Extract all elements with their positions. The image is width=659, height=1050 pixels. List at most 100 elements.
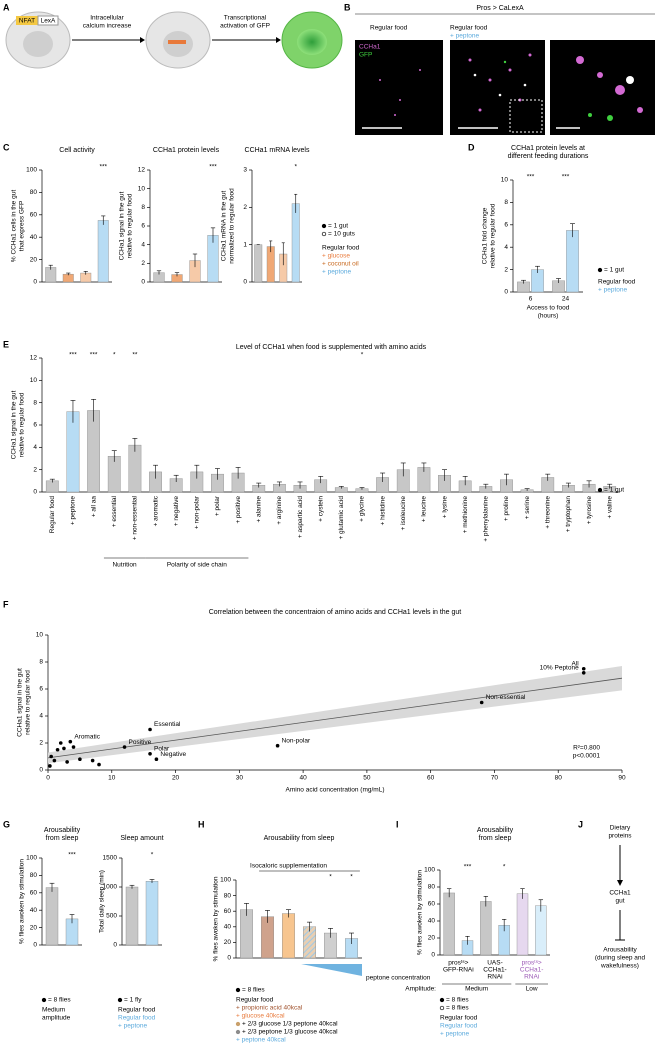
legend-label: = 8 flies — [242, 987, 265, 994]
y-tick-label: 2 — [141, 260, 145, 267]
node: Dietary — [610, 825, 631, 832]
legend-marker — [235, 1021, 241, 1027]
x-tick-label: + tryptophan — [565, 496, 572, 533]
x-axis-label: Amino acid concentration (mg/mL) — [286, 787, 385, 794]
note: peptone concentration — [366, 975, 431, 982]
y-tick-label: 20 — [30, 924, 38, 931]
x-tick-label: 30 — [236, 775, 244, 782]
x-tick-label: + tyrosine — [586, 496, 593, 525]
chart-title: CCHa1 mRNA levels — [245, 147, 310, 154]
legend-label: = 1 gut — [328, 223, 348, 230]
bar — [125, 886, 139, 946]
signal — [379, 53, 643, 116]
point-label: Negative — [160, 751, 186, 758]
bar — [239, 909, 253, 959]
legend-label: = 8 flies — [48, 997, 71, 1004]
legend-label: + coconut oil — [322, 261, 359, 268]
point — [65, 760, 69, 764]
x-tick-label: 6 — [529, 296, 533, 303]
x-tick-label: 50 — [363, 775, 371, 782]
point — [78, 757, 82, 761]
panel-label: J — [578, 819, 583, 829]
x-tick-label: 40 — [299, 775, 307, 782]
x-tick-label: 24 — [562, 296, 570, 303]
panel-label: I — [396, 819, 399, 829]
x-tick-label: + cystein — [317, 496, 324, 522]
y-tick-label: 0 — [243, 279, 247, 286]
y-tick-label: 80 — [428, 884, 436, 891]
panel-label: A — [3, 2, 10, 12]
step-text: Transcriptional — [224, 15, 267, 22]
x-tick-label: 80 — [555, 775, 563, 782]
y-tick-label: 8 — [33, 399, 37, 406]
point — [52, 758, 57, 763]
point-label: Essential — [154, 721, 181, 728]
y-tick-label: 8 — [504, 199, 508, 206]
point — [97, 762, 101, 767]
amplitude-label: Amplitude: — [405, 986, 436, 993]
diagram-a: NFAT LexA Intracellular calcium increase… — [5, 11, 343, 69]
y-tick-label: 2 — [39, 740, 43, 747]
legend-marker — [439, 1005, 445, 1011]
x-tick-label: + serine — [524, 496, 531, 520]
y-tick-label: 6 — [141, 223, 145, 230]
y-tick-label: 60 — [30, 890, 38, 897]
point — [55, 747, 60, 752]
y-tick-label: 80 — [30, 189, 38, 196]
y-tick-label: 10 — [36, 632, 44, 639]
bar — [145, 881, 159, 946]
y-tick-label: 40 — [224, 924, 232, 931]
x-axis-label: (hours) — [538, 313, 559, 320]
bar — [87, 410, 100, 493]
legend-label: = 1 gut — [604, 487, 624, 494]
diagram-j: Dietary proteins CCHa1 gut Arousability … — [595, 825, 646, 970]
legend-label: = 1 fly — [124, 997, 142, 1004]
y-axis-label: relative to regular food — [490, 203, 497, 268]
arrowhead — [140, 37, 145, 43]
legend-label: Regular food — [440, 1015, 478, 1022]
y-tick-label: 100 — [26, 855, 37, 862]
significance: *** — [464, 864, 472, 871]
point-label: Non-polar — [282, 737, 311, 744]
step-text: Intracellular — [90, 15, 124, 22]
y-tick-label: 2 — [33, 466, 37, 473]
x-tick-label: + non-polar — [194, 495, 201, 529]
chart-title: Correlation between the concentraion of … — [209, 609, 462, 616]
x-tick-label: + proline — [503, 496, 510, 521]
y-tick-label: 60 — [428, 901, 436, 908]
x-tick-label: + threonine — [544, 496, 551, 529]
point — [48, 764, 52, 768]
legend-marker — [597, 487, 603, 493]
legend-label: + glucose 40kcal — [236, 1013, 285, 1020]
legend-label: = 10 guts — [328, 231, 356, 238]
lexa-box — [37, 15, 59, 26]
significance: *** — [209, 164, 217, 171]
x-tick-label: + alanine — [255, 496, 262, 523]
y-tick-label: 8 — [141, 204, 145, 211]
point-label: Aromatic — [74, 733, 100, 740]
x-tick-label: 10 — [108, 775, 116, 782]
bar — [282, 913, 296, 959]
group-label: RNAi — [524, 974, 539, 981]
annotation: p<0.0001 — [573, 753, 601, 760]
y-tick-label: 6 — [33, 422, 37, 429]
legend-label: = 8 flies — [446, 1005, 469, 1012]
chart-title: from sleep — [479, 835, 512, 842]
amplitude-level: Low — [526, 986, 538, 993]
node: CCHa1 — [609, 890, 631, 897]
y-tick-label: 6 — [39, 686, 43, 693]
micrograph — [550, 40, 655, 135]
fit-band — [48, 666, 622, 764]
legend-marker — [321, 231, 327, 237]
group-label: prosᵗˢ> — [522, 960, 542, 967]
x-tick-label: + aromatic — [152, 495, 159, 526]
y-tick-label: 6 — [504, 222, 508, 229]
y-tick-label: 1500 — [103, 855, 118, 862]
panel-label: C — [3, 142, 10, 152]
y-axis-label: that express GFP — [19, 201, 26, 252]
images-b: Pros > CaLexA Regular food Regular food … — [355, 5, 655, 135]
inset-box — [509, 99, 543, 133]
chart-title: different feeding durations — [508, 153, 589, 160]
y-tick-label: 20 — [224, 939, 232, 946]
legend-marker — [597, 267, 603, 273]
